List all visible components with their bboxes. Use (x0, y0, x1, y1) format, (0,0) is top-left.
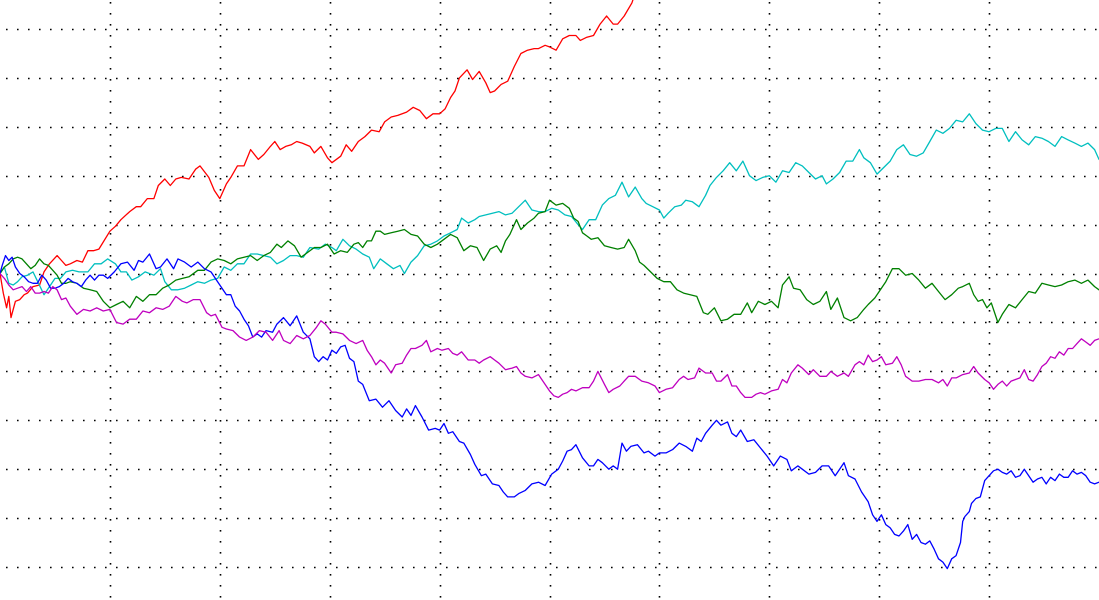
series-line-4 (0, 253, 1099, 570)
plot-area (0, 0, 1099, 570)
series-line-2 (0, 113, 1099, 296)
series-line-5 (0, 272, 1099, 399)
series-line-3 (0, 199, 1099, 324)
series-line-1 (0, 0, 634, 319)
gridlines (6, 2, 1099, 600)
